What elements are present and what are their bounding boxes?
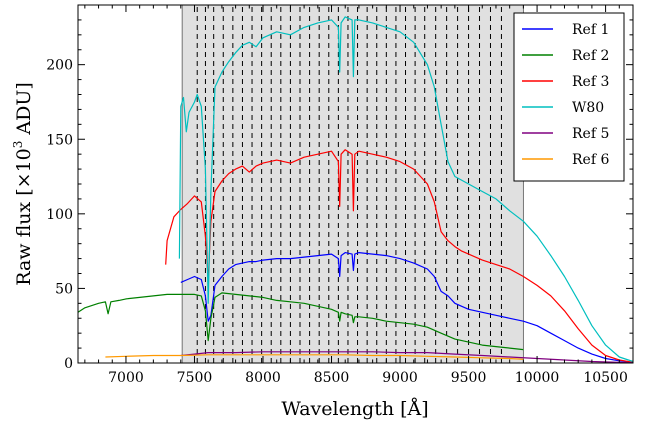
y-tick-label: 50 (55, 281, 73, 297)
y-tick-label: 100 (46, 207, 73, 223)
legend-label: Ref 2 (572, 48, 609, 64)
y-axis-title-main: Raw flux [×10 (13, 148, 35, 286)
x-tick-label: 9500 (451, 370, 487, 386)
y-axis-title: Raw flux [×103 ADU] (11, 82, 35, 286)
series-line-2 (77, 292, 524, 351)
legend-box (513, 12, 625, 182)
series-line-4 (178, 16, 634, 363)
x-tick-label: 7500 (177, 370, 213, 386)
x-tick-label: 7000 (108, 370, 144, 386)
ticks-layer: 7000 7500 8000 8500 9000 9500 10000 10500 0 50 100… (46, 5, 634, 386)
series-line-6 (105, 354, 524, 360)
y-axis-title-unit: ADU] (13, 82, 35, 140)
dashed-lines-layer (196, 5, 502, 363)
x-tick-label: 10500 (583, 370, 628, 386)
y-tick-label: 0 (64, 356, 73, 372)
x-tick-label: 8500 (314, 370, 350, 386)
y-tick-label: 150 (46, 132, 73, 148)
x-tick-label: 10000 (515, 370, 560, 386)
x-axis-title: Wavelength [Å] (281, 398, 428, 420)
y-axis-title-exponent: 3 (11, 141, 25, 149)
legend-label: Ref 3 (572, 74, 609, 90)
series-layer (77, 16, 634, 364)
legend-label: W80 (572, 100, 604, 116)
x-tick-label: 8000 (245, 370, 281, 386)
y-tick-label: 200 (46, 58, 73, 74)
legend: Ref 1 Ref 2 Ref 3 W80 Ref 5 Ref 6 (513, 12, 625, 182)
legend-label: Ref 5 (572, 126, 609, 142)
series-line-5 (180, 351, 634, 364)
legend-label: Ref 1 (572, 22, 609, 38)
series-line-1 (180, 252, 634, 363)
legend-label: Ref 6 (572, 152, 609, 168)
x-tick-label: 9000 (382, 370, 418, 386)
